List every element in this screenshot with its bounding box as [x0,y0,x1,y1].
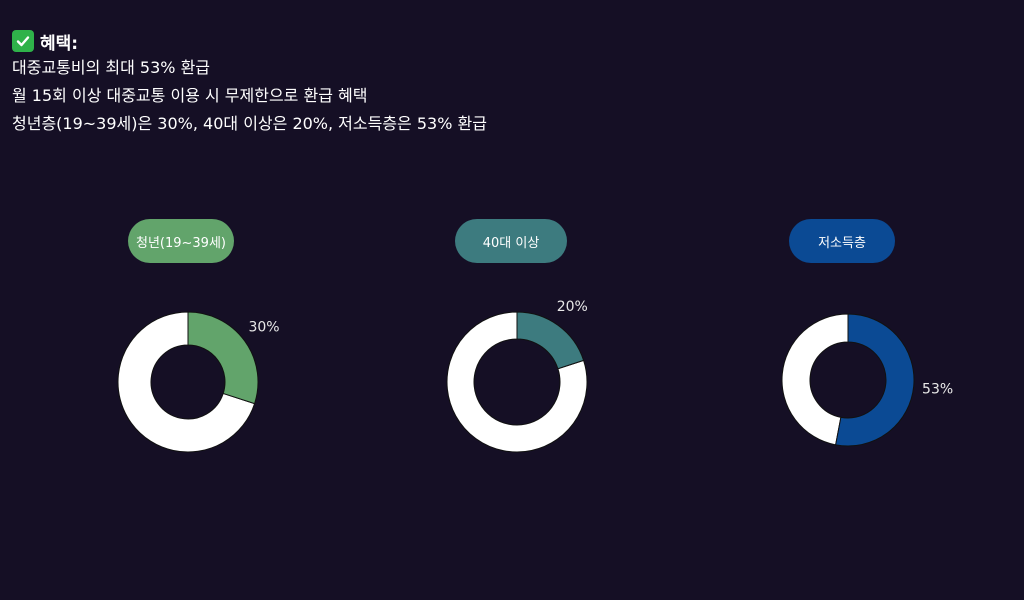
benefits-title-row: 혜택: [12,28,487,54]
donut-remainder-40s [446,311,588,453]
benefits-title: 혜택: [40,33,79,54]
category-pill-low-income: 저소득층 [789,219,895,263]
benefit-line-3: 청년층(19~39세)은 30%, 40대 이상은 20%, 저소득층은 53%… [12,114,487,133]
donut-slice-low-income [835,313,915,447]
benefits-header: 혜택: 대중교통비의 최대 53% 환급 월 15회 이상 대중교통 이용 시 … [12,28,487,138]
category-pill-youth: 청년(19~39세) [128,219,234,263]
check-mark-icon [12,30,34,52]
donut-remainder-low-income [781,313,849,446]
category-label-low-income: 저소득층 [818,235,866,251]
category-label-youth: 청년(19~39세) [135,235,226,251]
donut-label-low-income: 53% [922,381,953,397]
donut-slice-youth [187,311,259,405]
donut-slice-40s [516,311,585,370]
donut-label-40s: 20% [557,299,588,315]
category-label-40s: 40대 이상 [482,235,540,251]
benefit-line-1: 대중교통비의 최대 53% 환급 [12,58,211,77]
donut-remainder-youth [117,311,256,453]
donut-label-youth: 30% [248,320,279,336]
benefit-line-2: 월 15회 이상 대중교통 이용 시 무제한으로 환급 혜택 [12,86,368,105]
category-pill-40s: 40대 이상 [455,219,567,263]
